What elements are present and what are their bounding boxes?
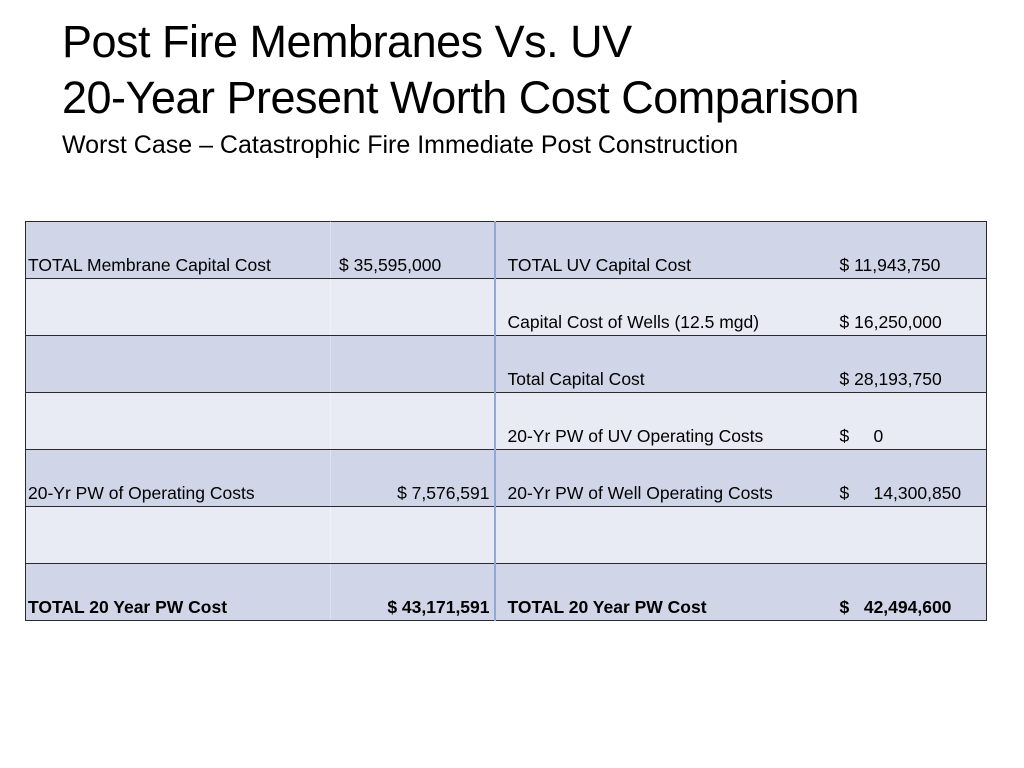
- table-row: Total Capital Cost $ 28,193,750: [24, 335, 988, 393]
- membrane-value: [330, 278, 496, 336]
- membrane-value: [330, 335, 496, 393]
- uv-label: [493, 506, 836, 564]
- membrane-value: $ 35,595,000: [330, 221, 496, 279]
- cost-comparison-table: TOTAL Membrane Capital Cost $ 35,595,000…: [24, 221, 988, 621]
- slide-header: Post Fire Membranes Vs. UV 20-Year Prese…: [62, 14, 859, 162]
- membrane-label: [24, 278, 332, 336]
- uv-label: Total Capital Cost: [493, 335, 836, 393]
- membrane-value: [330, 392, 496, 450]
- slide-title-line-2: 20-Year Present Worth Cost Comparison: [62, 72, 859, 123]
- table-row-total: TOTAL 20 Year PW Cost $ 43,171,591 TOTAL…: [24, 563, 988, 621]
- table-row: 20-Yr PW of UV Operating Costs $ 0: [24, 392, 988, 450]
- cost-table: TOTAL Membrane Capital Cost $ 35,595,000…: [24, 221, 988, 621]
- uv-value: $ 14,300,850: [835, 449, 988, 507]
- slide-title-line-1: Post Fire Membranes Vs. UV: [62, 16, 632, 67]
- uv-value: $ 0: [835, 392, 988, 450]
- uv-value: $ 11,943,750: [835, 221, 988, 279]
- uv-label: 20-Yr PW of UV Operating Costs: [493, 392, 836, 450]
- uv-total-label: TOTAL 20 Year PW Cost: [493, 563, 836, 621]
- membrane-label: TOTAL Membrane Capital Cost: [24, 221, 332, 279]
- uv-label: Capital Cost of Wells (12.5 mgd): [493, 278, 836, 336]
- uv-label: TOTAL UV Capital Cost: [493, 221, 836, 279]
- membrane-value: $ 7,576,591: [330, 449, 496, 507]
- uv-value: $ 16,250,000: [835, 278, 988, 336]
- table-row: 20-Yr PW of Operating Costs $ 7,576,591 …: [24, 449, 988, 507]
- table-row: TOTAL Membrane Capital Cost $ 35,595,000…: [24, 221, 988, 279]
- uv-value: $ 28,193,750: [835, 335, 988, 393]
- slide-subtitle: Worst Case – Catastrophic Fire Immediate…: [62, 131, 739, 159]
- membrane-total-label: TOTAL 20 Year PW Cost: [24, 563, 332, 621]
- membrane-label: [24, 506, 332, 564]
- membrane-value: [330, 506, 496, 564]
- table-row: Capital Cost of Wells (12.5 mgd) $ 16,25…: [24, 278, 988, 336]
- uv-label: 20-Yr PW of Well Operating Costs: [493, 449, 836, 507]
- uv-total-value: $ 42,494,600: [835, 563, 988, 621]
- membrane-label: 20-Yr PW of Operating Costs: [24, 449, 332, 507]
- membrane-label: [24, 335, 332, 393]
- membrane-total-value: $ 43,171,591: [330, 563, 496, 621]
- table-row: [24, 506, 988, 564]
- uv-value: [835, 506, 988, 564]
- membrane-label: [24, 392, 332, 450]
